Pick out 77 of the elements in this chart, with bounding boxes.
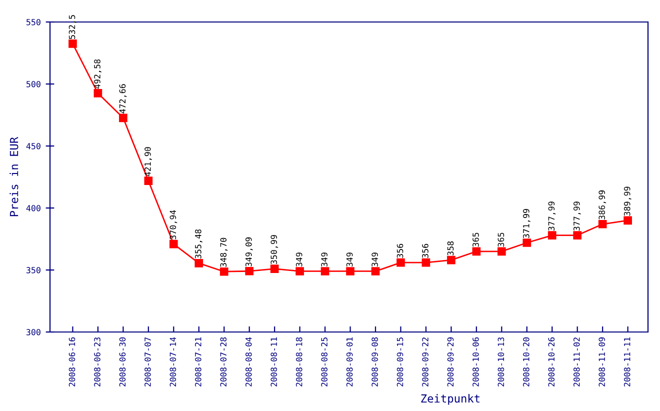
x-tick-label: 2008-07-28 — [220, 337, 227, 386]
y-tick-label: 500 — [26, 81, 40, 88]
x-axis-title: Zeitpunkt — [421, 394, 480, 405]
data-label: 370,94 — [170, 210, 178, 240]
x-tick-label: 2008-08-25 — [321, 338, 328, 386]
y-axis-title: Preis in EUR — [10, 136, 18, 216]
point — [624, 216, 632, 225]
x-tick-label: 2008-09-15 — [396, 338, 404, 386]
point — [371, 267, 380, 276]
x-tick-label: 2008-08-11 — [270, 337, 278, 386]
x-tick-label: 2008-09-08 — [372, 337, 378, 386]
data-label: 356 — [396, 244, 404, 258]
y-tick-label: 300 — [26, 329, 40, 336]
data-label: 421,90 — [144, 147, 152, 176]
x-tick-label: 2008-07-21 — [195, 337, 202, 386]
data-label: 492,58 — [94, 59, 102, 89]
point — [270, 264, 279, 273]
x-tick-label: 2008-07-14 — [170, 337, 176, 386]
x-tick-label: 2008-09-22 — [422, 338, 428, 386]
data-label: 371,99 — [523, 209, 530, 238]
point — [447, 256, 456, 264]
y-tick-label: 450 — [26, 143, 40, 150]
data-label: 348,70 — [220, 238, 228, 267]
point — [194, 259, 204, 268]
x-tick-label: 2008-10-26 — [548, 337, 555, 386]
point — [296, 267, 304, 276]
point — [396, 258, 405, 267]
point — [472, 247, 481, 256]
y-tick-label: 350 — [26, 267, 40, 274]
point — [68, 40, 77, 48]
data-label: 377,99 — [548, 202, 556, 231]
data-label: 377,99 — [573, 202, 581, 231]
point — [220, 267, 228, 276]
data-label: 349 — [296, 252, 302, 267]
point — [497, 247, 506, 256]
data-label: 365 — [472, 232, 479, 247]
data-label: 365 — [498, 232, 504, 247]
x-tick-label: 2008-06-30 — [119, 337, 126, 386]
point — [422, 258, 430, 267]
x-tick-label: 2008-11-11 — [624, 337, 630, 386]
point — [346, 267, 354, 276]
point — [94, 89, 102, 98]
point — [245, 266, 254, 276]
data-label: 349,09 — [245, 237, 253, 266]
y-tick-label: 400 — [26, 205, 40, 212]
data-label: 349 — [346, 252, 353, 267]
data-label: 532,5 — [68, 15, 76, 39]
point — [119, 114, 128, 122]
x-tick-label: 2008-09-01 — [346, 337, 353, 386]
x-tick-label: 2008-06-23 — [94, 337, 100, 386]
x-tick-label: 2008-06-16 — [68, 337, 76, 386]
data-label: 349 — [321, 252, 328, 267]
x-tick-label: 2008-08-18 — [296, 337, 302, 386]
x-tick-label: 2008-08-04 — [245, 337, 252, 386]
x-tick-label: 2008-10-06 — [472, 337, 479, 386]
data-label: 389,99 — [624, 186, 632, 216]
point — [573, 231, 582, 240]
x-tick-label: 2008-10-13 — [498, 337, 504, 386]
x-tick-label: 2008-11-09 — [598, 337, 606, 386]
data-label: 355,48 — [195, 229, 202, 258]
x-tick-label: 2008-11-02 — [573, 338, 580, 386]
data-label: 386,99 — [598, 190, 606, 220]
point — [320, 267, 330, 276]
x-tick-label: 2008-07-07 — [144, 337, 151, 386]
point — [598, 220, 607, 228]
x-tick-label: 2008-09-29 — [447, 337, 454, 386]
x-tick-label: 2008-10-20 — [523, 337, 530, 386]
point — [169, 240, 178, 248]
point — [522, 238, 532, 247]
data-label: 472,66 — [119, 84, 127, 114]
point — [144, 176, 153, 186]
data-label: 349 — [372, 252, 378, 267]
y-tick-label: 550 — [26, 19, 40, 26]
point — [548, 231, 556, 240]
data-label: 358 — [447, 241, 454, 256]
data-label: 350,99 — [270, 235, 278, 264]
data-label: 356 — [422, 244, 428, 258]
